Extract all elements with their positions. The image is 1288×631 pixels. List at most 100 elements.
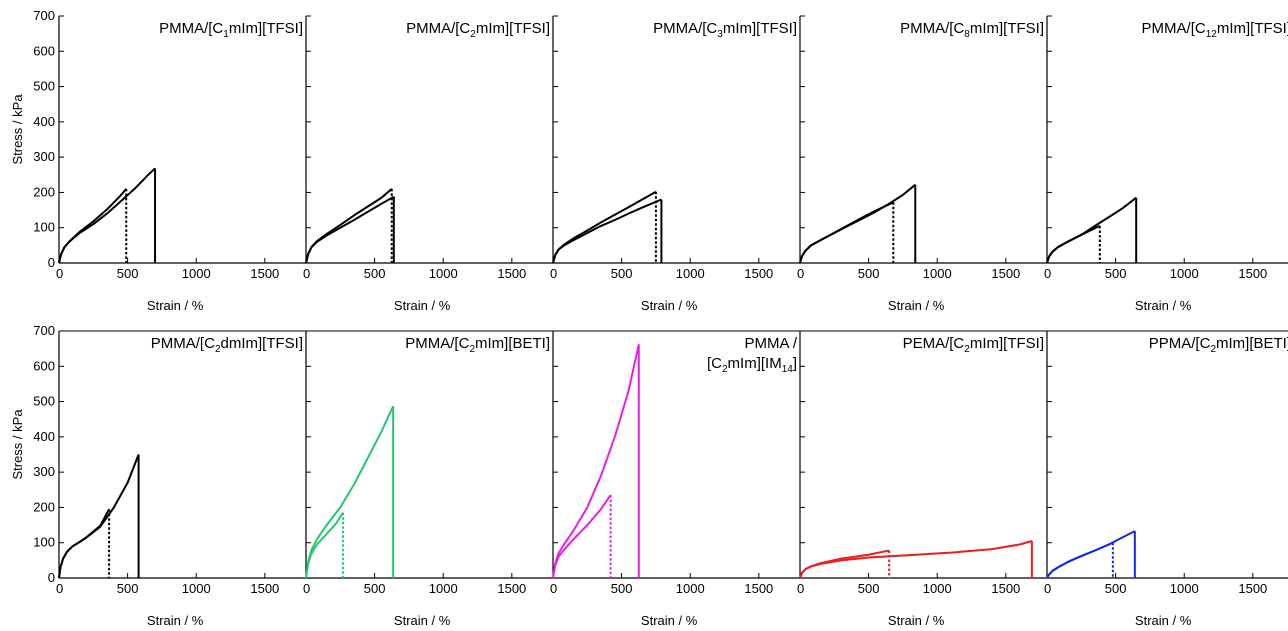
- panel-title-subscript: 2: [469, 344, 475, 355]
- stress-strain-curve-main: [552, 344, 640, 579]
- x-tick-label: 500: [364, 266, 386, 281]
- y-tick-label: 700: [33, 323, 55, 338]
- x-tick-label: 1000: [676, 581, 705, 596]
- panel-title-subscript: 14: [782, 364, 794, 375]
- panel-title-part: PMMA/[C: [1142, 20, 1206, 37]
- panel-title-part: mIm][TFSI]: [723, 20, 797, 37]
- x-tick-label: 0: [1044, 266, 1051, 281]
- x-tick-label: 1500: [744, 266, 773, 281]
- panel-title-part: PMMA/[C: [900, 20, 964, 37]
- stress-strain-curve-secondary: [305, 512, 344, 579]
- x-tick-label: 1000: [923, 581, 952, 596]
- x-tick-label: 1500: [250, 581, 279, 596]
- panel-title-part: mIm][TFSI]: [970, 335, 1044, 352]
- panel-title: PMMA/[C2dmIm][TFSI]: [151, 335, 303, 355]
- x-tick-label: 0: [1044, 581, 1051, 596]
- stress-strain-curve-main: [552, 198, 662, 264]
- panel-title: PMMA/[C8mIm][TFSI]: [900, 20, 1044, 40]
- x-axis-title: Strain / %: [888, 298, 945, 313]
- stress-strain-curve-secondary: [58, 508, 110, 579]
- stress-strain-curve-main: [305, 195, 395, 264]
- stress-strain-curve-secondary: [305, 188, 393, 264]
- x-tick-label: 1000: [182, 266, 211, 281]
- panel-title-part: PMMA/[C: [159, 20, 223, 37]
- x-axis-title: Strain / %: [641, 298, 698, 313]
- x-tick-label: 1500: [991, 266, 1020, 281]
- panel-title-subscript: 2: [964, 344, 970, 355]
- x-tick-label: 500: [858, 266, 880, 281]
- x-axis-title: Strain / %: [394, 298, 451, 313]
- stress-strain-curve-main: [799, 183, 916, 264]
- y-axis-title: Stress / kPa: [10, 94, 25, 165]
- x-tick-label: 0: [550, 581, 557, 596]
- x-tick-label: 0: [797, 581, 804, 596]
- y-tick-label: 600: [33, 43, 55, 58]
- y-tick-label: 200: [33, 499, 55, 514]
- panel-title-part: mIm][BETI]: [1216, 335, 1288, 352]
- x-tick-label: 1000: [429, 581, 458, 596]
- panel-title-subscript: 2: [1210, 344, 1216, 355]
- x-tick-label: 1000: [1170, 266, 1199, 281]
- stress-strain-curve-secondary: [58, 188, 127, 264]
- x-tick-label: 1000: [923, 266, 952, 281]
- x-tick-label: 500: [1105, 266, 1127, 281]
- y-tick-label: 500: [33, 394, 55, 409]
- panel-title: PMMA/[C12mIm][TFSI]: [1142, 20, 1288, 40]
- x-axis-title: Strain / %: [888, 613, 945, 626]
- panel-title-part: mIm][TFSI]: [229, 20, 303, 37]
- panel-title-part: PMMA/[C: [406, 20, 470, 37]
- y-tick-label: 700: [33, 8, 55, 23]
- panel-title: PMMA/[C1mIm][TFSI]: [159, 20, 303, 40]
- panel-title: PEMA/[C2mIm][TFSI]: [903, 335, 1044, 355]
- panel-title-part: PMMA/[C: [405, 335, 469, 352]
- panel-title-part: mIm][IM: [728, 355, 782, 372]
- x-tick-label: 0: [550, 266, 557, 281]
- panel-title-subscript: 8: [964, 29, 970, 40]
- x-tick-label: 500: [858, 581, 880, 596]
- x-tick-label: 1500: [497, 581, 526, 596]
- y-tick-label: 300: [33, 149, 55, 164]
- x-tick-label: 0: [303, 266, 310, 281]
- y-tick-label: 100: [33, 220, 55, 235]
- x-tick-label: 0: [303, 581, 310, 596]
- panel-title-part: ]: [793, 355, 797, 372]
- y-tick-label: 600: [33, 358, 55, 373]
- x-tick-label: 1500: [497, 266, 526, 281]
- panel-title-subscript: 3: [717, 29, 723, 40]
- x-tick-label: 0: [56, 266, 63, 281]
- panel-title-subscript: 2: [722, 364, 728, 375]
- x-tick-label: 1000: [1170, 581, 1199, 596]
- y-tick-label: 500: [33, 79, 55, 94]
- x-tick-label: 1500: [1238, 581, 1267, 596]
- panel-title-part: dmIm][TFSI]: [221, 335, 304, 352]
- x-tick-label: 500: [1105, 581, 1127, 596]
- y-tick-label: 300: [33, 464, 55, 479]
- panel-title-part: mIm][BETI]: [475, 335, 550, 352]
- y-tick-label: 0: [48, 255, 55, 270]
- panel-title-subscript: 2: [215, 344, 221, 355]
- x-tick-label: 1000: [676, 266, 705, 281]
- y-tick-label: 0: [48, 570, 55, 585]
- x-tick-label: 1000: [429, 266, 458, 281]
- panel-title-part: PEMA/[C: [903, 335, 965, 352]
- panel-title-part: PMMA /: [744, 335, 797, 352]
- x-axis-title: Strain / %: [147, 613, 204, 626]
- stress-strain-curve-secondary: [799, 549, 890, 579]
- x-axis-title: Strain / %: [1135, 298, 1192, 313]
- panel-title: PMMA /: [744, 335, 797, 352]
- x-tick-label: 1500: [991, 581, 1020, 596]
- stress-strain-curve-main: [305, 405, 395, 579]
- y-axis-title: Stress / kPa: [10, 409, 25, 480]
- x-tick-label: 500: [364, 581, 386, 596]
- x-tick-label: 1500: [250, 266, 279, 281]
- stress-strain-curve-main: [58, 454, 140, 579]
- x-tick-label: 1500: [744, 581, 773, 596]
- panel-title-subscript: 2: [470, 29, 476, 40]
- y-tick-label: 100: [33, 535, 55, 550]
- x-axis-title: Strain / %: [147, 298, 204, 313]
- panel-title-part: PPMA/[C: [1149, 335, 1211, 352]
- x-axis-title: Strain / %: [1135, 613, 1192, 626]
- y-tick-label: 200: [33, 184, 55, 199]
